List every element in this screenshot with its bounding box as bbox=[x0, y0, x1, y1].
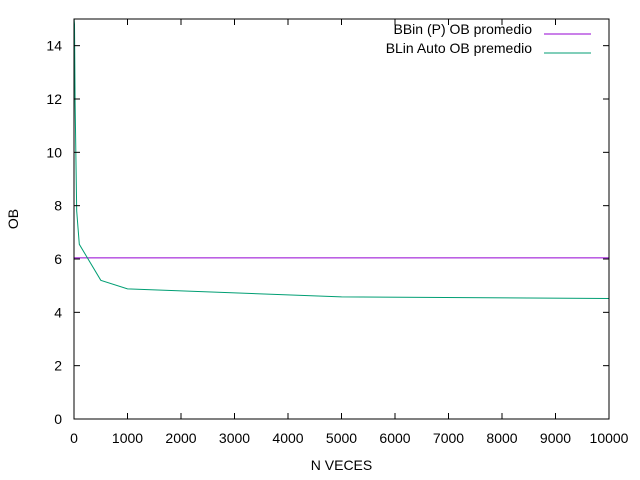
x-tick-label: 5000 bbox=[326, 430, 357, 446]
x-tick-label: 10000 bbox=[590, 430, 629, 446]
y-tick-label: 6 bbox=[54, 251, 62, 267]
tick-layer: 0 1000 2000 3000 4000 5000 6000 7000 8000 9000 100… bbox=[46, 19, 629, 446]
x-tick-label: 8000 bbox=[486, 430, 517, 446]
y-tick-label: 12 bbox=[46, 91, 62, 107]
x-tick-label: 3000 bbox=[219, 430, 250, 446]
x-tick-label: 2000 bbox=[165, 430, 196, 446]
legend: BBin (P) OB promedio BLin Auto OB premed… bbox=[386, 21, 591, 56]
y-tick-label: 14 bbox=[46, 38, 62, 54]
x-tick-label: 1000 bbox=[112, 430, 143, 446]
x-tick-label: 4000 bbox=[272, 430, 303, 446]
y-tick-label: 10 bbox=[46, 144, 62, 160]
x-tick-label: 9000 bbox=[540, 430, 571, 446]
series-line-blin bbox=[73, 18, 610, 299]
x-tick-label: 6000 bbox=[379, 430, 410, 446]
y-axis-label: OB bbox=[5, 209, 21, 229]
legend-label-bbin: BBin (P) OB promedio bbox=[394, 21, 533, 37]
y-tick-label: 0 bbox=[54, 411, 62, 427]
x-tick-label: 0 bbox=[70, 430, 78, 446]
x-tick-label: 7000 bbox=[433, 430, 464, 446]
y-tick-label: 4 bbox=[54, 304, 62, 320]
series-layer bbox=[73, 18, 610, 299]
x-axis-label: N VECES bbox=[311, 457, 372, 473]
y-tick-label: 2 bbox=[54, 358, 62, 374]
legend-label-blin: BLin Auto OB premedio bbox=[386, 40, 533, 56]
y-tick-label: 8 bbox=[54, 198, 62, 214]
